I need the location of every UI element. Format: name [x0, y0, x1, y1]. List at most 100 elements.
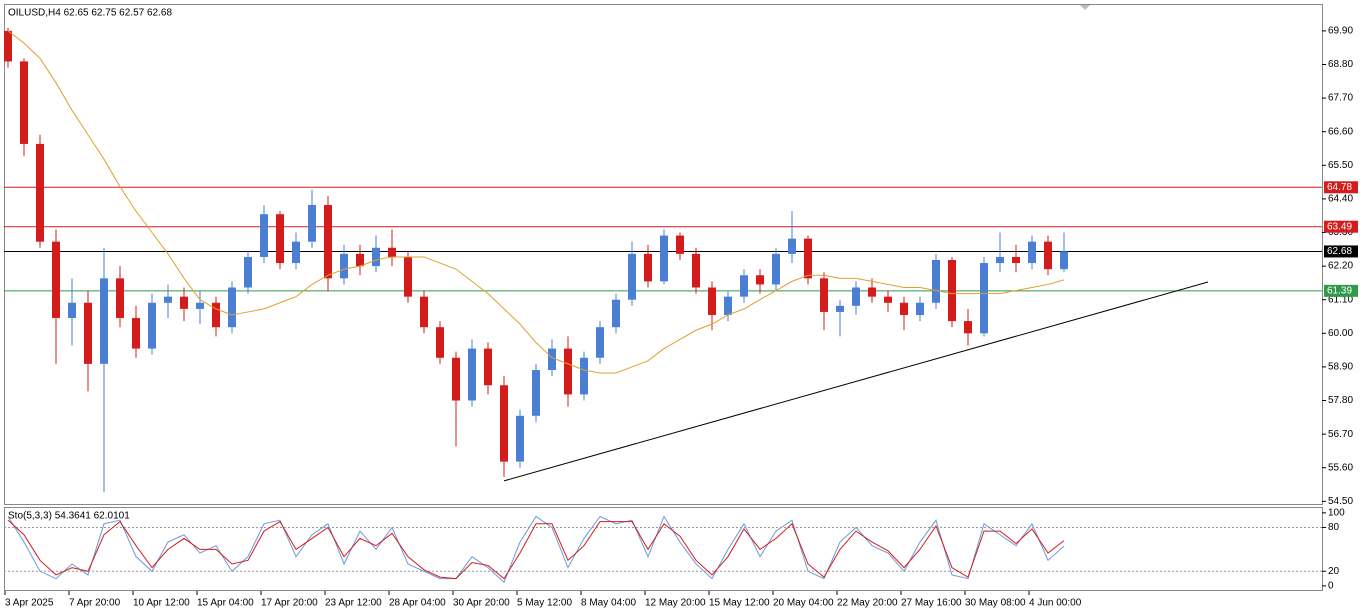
- candle-body: [500, 385, 508, 462]
- main-panel: [4, 4, 1323, 505]
- oscillator-title: Sto(5,3,3) 54.3641 62.0101: [8, 511, 130, 522]
- x-tick-label: 27 May 16:00: [901, 598, 962, 609]
- candle-body: [420, 296, 428, 328]
- y-tick-label: 62.20: [1328, 261, 1353, 272]
- candle-body: [884, 296, 892, 303]
- candle-body: [132, 318, 140, 349]
- y-tick-label: 57.80: [1328, 395, 1353, 406]
- candle-body: [596, 327, 604, 358]
- candle-body: [740, 275, 748, 297]
- trendline: [503, 281, 1209, 482]
- y-tick-label: 64.40: [1328, 194, 1353, 205]
- level-label: 62.68: [1327, 246, 1352, 257]
- candle-body: [20, 61, 28, 144]
- level-label-box: [1324, 181, 1358, 194]
- candle-body: [692, 253, 700, 288]
- level-label-box: [1324, 284, 1358, 297]
- y-tick-label: 67.70: [1328, 93, 1353, 104]
- y-tick-label: 54.50: [1328, 496, 1353, 507]
- candle-body: [548, 348, 556, 370]
- candle-body: [932, 259, 940, 303]
- candle-body: [580, 357, 588, 395]
- y-tick-label: 20: [1328, 566, 1340, 577]
- level-label: 63.49: [1327, 221, 1352, 232]
- y-tick-label: 61.10: [1328, 294, 1353, 305]
- shift-marker: [1080, 5, 1090, 10]
- candle-body: [436, 327, 444, 358]
- y-tick-label: 60.00: [1328, 328, 1353, 339]
- x-tick-label: 15 May 12:00: [709, 598, 770, 609]
- candle-body: [724, 296, 732, 315]
- candle-body: [964, 321, 972, 334]
- candle-body: [612, 299, 620, 328]
- oscillator-line: [7, 515, 1065, 584]
- x-tick-label: 22 May 20:00: [837, 598, 898, 609]
- candle-body: [180, 296, 188, 309]
- candle-body: [532, 369, 540, 416]
- y-tick-label: 0: [1328, 581, 1334, 592]
- candle-body: [980, 263, 988, 334]
- candle-body: [564, 348, 572, 395]
- y-tick-label: 56.70: [1328, 429, 1353, 440]
- candle-body: [4, 30, 12, 62]
- oscillator-line: [7, 519, 1065, 580]
- x-tick-label: 15 Apr 04:00: [197, 598, 254, 609]
- candle-body: [516, 415, 524, 462]
- x-tick-label: 30 Apr 20:00: [453, 598, 510, 609]
- candle-body: [36, 143, 44, 242]
- candle-body: [468, 348, 476, 401]
- candle-body: [340, 253, 348, 279]
- y-tick-label: 80: [1328, 522, 1340, 533]
- candle-body: [852, 287, 860, 306]
- y-tick-label: 100: [1328, 507, 1345, 518]
- candle-body: [148, 302, 156, 349]
- candle-body: [260, 214, 268, 257]
- candle-body: [484, 348, 492, 386]
- candle-body: [628, 253, 636, 300]
- candle-body: [788, 238, 796, 254]
- candle-body: [324, 205, 332, 279]
- oscillator-panel: [4, 507, 1323, 591]
- x-tick-label: 28 Apr 04:00: [389, 598, 446, 609]
- candle-body: [356, 253, 364, 267]
- candle-body: [1060, 251, 1068, 270]
- chart-title: OILUSD,H4 62.65 62.75 62.57 62.68: [8, 8, 172, 19]
- x-tick-label: 20 May 04:00: [773, 598, 834, 609]
- y-tick-label: 58.90: [1328, 362, 1353, 373]
- candle-body: [372, 247, 380, 267]
- candle-body: [388, 247, 396, 257]
- y-tick-label: 69.90: [1328, 26, 1353, 37]
- candle-body: [228, 287, 236, 328]
- candle-body: [820, 278, 828, 312]
- x-tick-label: 7 Apr 20:00: [69, 598, 121, 609]
- candle-body: [100, 278, 108, 364]
- level-label-box: [1324, 245, 1358, 258]
- candle-body: [276, 214, 284, 264]
- x-tick-label: 17 Apr 20:00: [261, 598, 318, 609]
- candle-body: [164, 296, 172, 303]
- candle-body: [996, 256, 1004, 264]
- x-tick-label: 5 May 12:00: [517, 598, 572, 609]
- y-tick-label: 66.60: [1328, 126, 1353, 137]
- candle-body: [900, 302, 908, 315]
- x-tick-label: 30 May 08:00: [965, 598, 1026, 609]
- level-label-box: [1324, 220, 1358, 233]
- x-tick-label: 23 Apr 12:00: [325, 598, 382, 609]
- x-tick-label: 8 May 04:00: [581, 598, 636, 609]
- candle-body: [196, 302, 204, 309]
- candle-body: [52, 241, 60, 319]
- candle-body: [916, 302, 924, 315]
- candle-body: [1012, 256, 1020, 264]
- candle-body: [1044, 241, 1052, 270]
- candle-body: [116, 278, 124, 319]
- candle-body: [804, 238, 812, 279]
- candle-body: [244, 256, 252, 288]
- x-tick-label: 4 Jun 00:00: [1029, 598, 1082, 609]
- candle-body: [84, 302, 92, 364]
- moving-average: [7, 30, 1065, 374]
- level-label: 61.39: [1327, 285, 1352, 296]
- level-label: 64.78: [1327, 182, 1352, 193]
- candle-body: [948, 259, 956, 322]
